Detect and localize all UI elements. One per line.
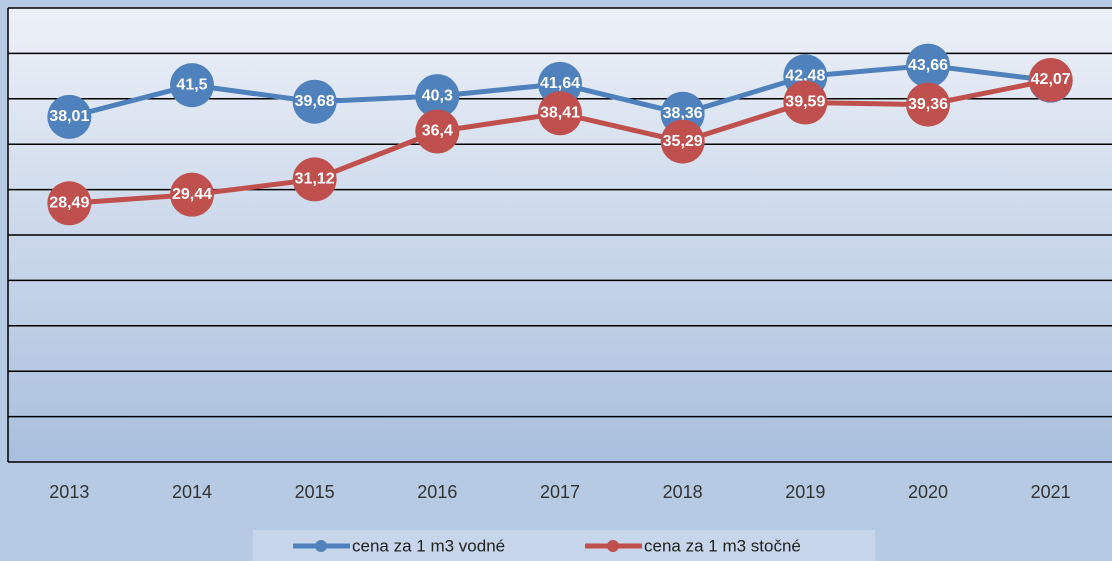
data-label: 31,12 — [295, 171, 335, 188]
marker — [170, 63, 214, 108]
data-label: 28,49 — [49, 195, 89, 212]
data-label: 40,3 — [422, 87, 453, 104]
data-label: 35,29 — [663, 133, 703, 150]
x-tick-label: 2019 — [785, 482, 825, 502]
data-label: 39,68 — [295, 93, 335, 110]
marker — [47, 94, 92, 139]
marker — [415, 109, 460, 154]
data-label: 39,59 — [785, 94, 825, 111]
x-tick-label: 2017 — [540, 482, 580, 502]
data-label: 41,64 — [540, 75, 580, 92]
marker — [292, 157, 337, 202]
legend-marker — [607, 540, 619, 552]
data-label: 42,48 — [785, 68, 825, 85]
data-label: 42,07 — [1031, 71, 1071, 88]
marker — [170, 172, 214, 217]
x-tick-label: 2013 — [49, 482, 89, 502]
data-label: 41,5 — [176, 76, 207, 93]
marker — [783, 80, 828, 125]
x-tick-label: 2014 — [172, 482, 212, 502]
x-tick-label: 2015 — [295, 482, 335, 502]
data-label: 43,66 — [908, 57, 948, 74]
data-label: 38,41 — [540, 104, 580, 121]
legend — [253, 530, 875, 561]
marker — [906, 43, 950, 88]
data-label: 39,36 — [908, 96, 948, 113]
legend-label: cena za 1 m3 vodné — [352, 536, 505, 555]
data-label: 38,36 — [663, 105, 703, 122]
marker — [538, 91, 582, 136]
x-tick-label: 2021 — [1031, 482, 1071, 502]
marker — [415, 74, 460, 119]
legend-label: cena za 1 m3 stočné — [644, 536, 801, 555]
marker — [292, 79, 337, 124]
marker — [660, 119, 705, 164]
data-label: 29,44 — [172, 186, 212, 203]
marker — [47, 181, 92, 226]
marker — [906, 82, 950, 127]
marker — [1028, 58, 1073, 103]
x-tick-label: 2018 — [663, 482, 703, 502]
x-tick-label: 2016 — [417, 482, 457, 502]
data-label: 38,01 — [49, 108, 89, 125]
data-label: 36,4 — [422, 123, 453, 140]
legend-marker — [315, 540, 327, 552]
x-tick-label: 2020 — [908, 482, 948, 502]
